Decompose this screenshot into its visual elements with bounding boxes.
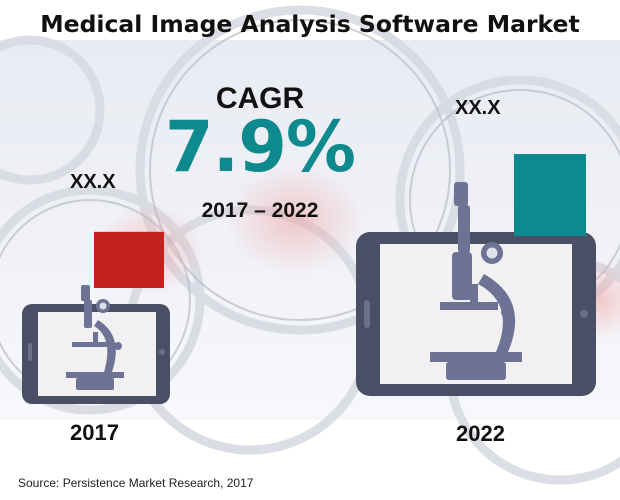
tablet-2017-icon — [22, 285, 170, 404]
bar-2022 — [514, 154, 586, 236]
category-label-2022: 2022 — [456, 421, 505, 446]
chart-title: Medical Image Analysis Software Market — [40, 10, 580, 38]
cagr-label: CAGR — [215, 82, 305, 115]
cagr-value: 7.9% — [164, 106, 356, 188]
source-note: Source: Persistence Market Research, 201… — [18, 476, 254, 490]
bar-2017 — [94, 231, 164, 288]
cagr-period: 2017 – 2022 — [201, 199, 319, 222]
tablet-2022-icon — [356, 182, 596, 396]
category-label-2017: 2017 — [70, 420, 119, 445]
value-label-2022: XX.X — [455, 97, 501, 119]
value-label-2017: XX.X — [70, 171, 116, 193]
